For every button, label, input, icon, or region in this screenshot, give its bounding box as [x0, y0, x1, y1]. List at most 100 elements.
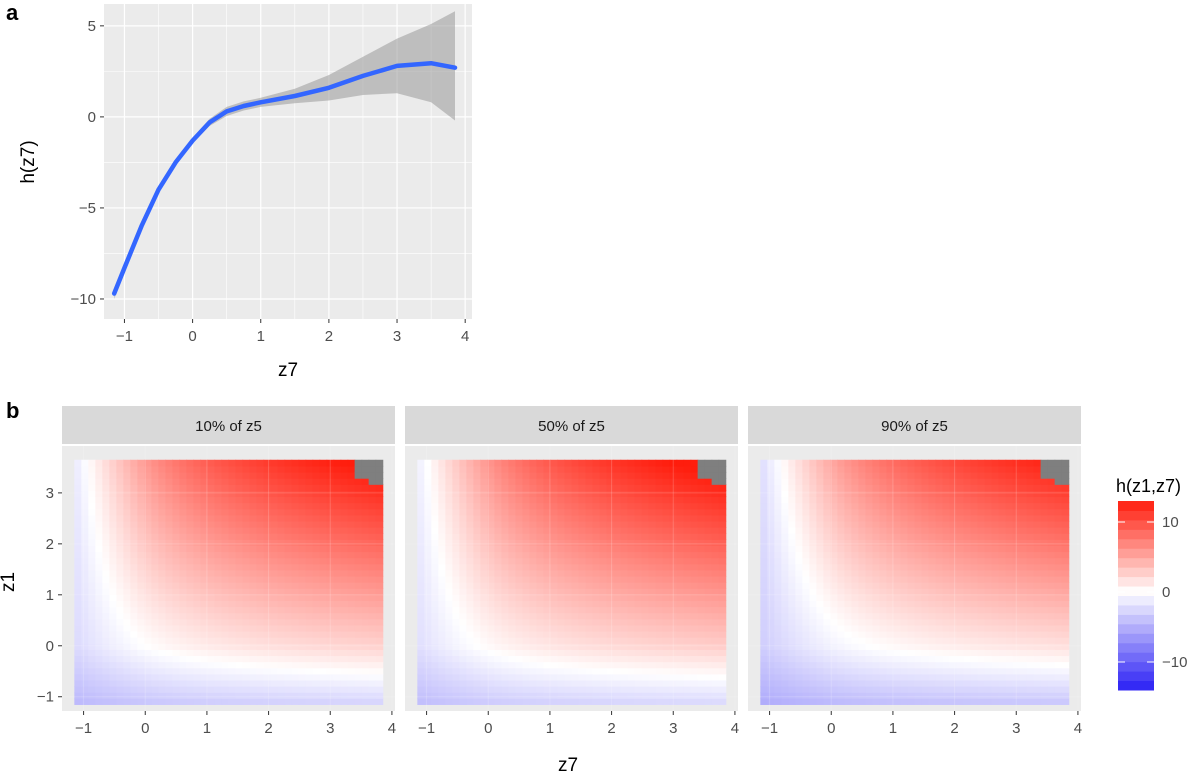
heatmap-cell [564, 496, 573, 504]
heatmap-cell [627, 667, 636, 675]
heatmap-cell [466, 643, 474, 650]
heatmap-cell [130, 545, 138, 553]
heatmap-cell [487, 496, 496, 504]
heatmap-cell [620, 661, 629, 669]
heatmap-cell [144, 594, 153, 602]
heatmap-cell [900, 673, 909, 681]
heatmap-cell [809, 465, 817, 473]
heatmap-cell [102, 594, 110, 602]
heatmap-cell [207, 624, 216, 632]
heatmap-cell [172, 496, 181, 504]
heatmap-cell [249, 539, 258, 546]
heatmap-cell [886, 686, 895, 693]
heatmap-cell [221, 557, 230, 565]
heatmap-cell [760, 624, 768, 632]
heatmap-cell [851, 643, 860, 650]
heatmap-cell [515, 649, 524, 657]
heatmap-cell [375, 667, 384, 675]
heatmap-cell [662, 557, 671, 565]
heatmap-cell [578, 569, 587, 577]
heatmap-cell [837, 465, 846, 473]
heatmap-cell [704, 655, 713, 663]
heatmap-cell [907, 514, 916, 522]
heatmap-cell [613, 698, 622, 705]
heatmap-cell [641, 545, 650, 553]
heatmap-cell [704, 471, 713, 479]
heatmap-cell [634, 692, 643, 699]
heatmap-cell [886, 514, 895, 522]
heatmap-cell [95, 594, 103, 602]
heatmap-cell [830, 679, 839, 687]
heatmap-cell [550, 514, 559, 522]
heatmap-cell [935, 478, 944, 485]
heatmap-cell [676, 490, 685, 498]
heatmap-cell [536, 673, 545, 681]
heatmap-cell [256, 508, 265, 516]
heatmap-cell [627, 575, 636, 583]
heatmap-cell [123, 465, 131, 473]
heatmap-cell [774, 459, 782, 467]
heatmap-cell [137, 612, 146, 620]
heatmap-cell [256, 557, 265, 565]
heatmap-cell [368, 551, 377, 559]
heatmap-cell [284, 484, 293, 491]
heatmap-cell [340, 484, 349, 491]
heatmap-cell [144, 679, 153, 687]
heatmap-cell [221, 471, 230, 479]
heatmap-cell [844, 539, 853, 546]
heatmap-cell [704, 539, 713, 546]
heatmap-cell [74, 569, 82, 577]
heatmap-cell [907, 649, 916, 657]
heatmap-cell [858, 649, 867, 657]
heatmap-cell [333, 569, 342, 577]
heatmap-cell [445, 478, 453, 485]
heatmap-cell [417, 539, 425, 546]
heatmap-cell [473, 471, 481, 479]
heatmap-cell [172, 612, 181, 620]
heatmap-cell [74, 533, 82, 540]
heatmap-cell [662, 539, 671, 546]
heatmap-cell [907, 484, 916, 491]
heatmap-cell [312, 655, 321, 663]
facet-1: 10% of z5−1 0 1 2 3 4 [62, 406, 396, 737]
heatmap-cell [662, 637, 671, 644]
heatmap-cell [221, 575, 230, 583]
heatmap-cell [165, 686, 174, 693]
heatmap-cell [116, 618, 124, 626]
heatmap-cell [795, 484, 803, 491]
heatmap-cell [151, 649, 160, 657]
heatmap-cell [417, 533, 425, 540]
heatmap-cell [200, 655, 209, 663]
heatmap-cell [480, 557, 489, 565]
heatmap-cell [172, 606, 181, 614]
heatmap-cell [711, 496, 720, 504]
heatmap-cell [774, 655, 782, 663]
heatmap-cell [711, 679, 720, 687]
heatmap-cell [165, 478, 174, 485]
heatmap-cell [480, 582, 489, 589]
heatmap-cell [662, 575, 671, 583]
heatmap-cell [788, 661, 796, 669]
heatmap-cell [235, 539, 244, 546]
heatmap-cell [445, 539, 453, 546]
heatmap-cell [963, 643, 972, 650]
heatmap-cell [900, 679, 909, 687]
heatmap-cell [669, 606, 678, 614]
heatmap-cell [221, 692, 230, 699]
heatmap-cell [669, 545, 678, 553]
heatmap-cell [305, 527, 314, 534]
heatmap-cell [347, 539, 356, 546]
heatmap-cell [501, 465, 510, 473]
heatmap-cell [893, 624, 902, 632]
heatmap-cell [424, 679, 432, 687]
heatmap-cell [116, 686, 124, 693]
heatmap-cell [200, 459, 209, 467]
heatmap-cell [956, 527, 965, 534]
heatmap-cell [480, 490, 489, 498]
heatmap-cell [144, 502, 153, 510]
heatmap-cell [774, 649, 782, 657]
heatmap-cell [872, 698, 881, 705]
heatmap-cell [116, 490, 124, 498]
heatmap-cell [305, 698, 314, 705]
heatmap-cell [431, 484, 439, 491]
